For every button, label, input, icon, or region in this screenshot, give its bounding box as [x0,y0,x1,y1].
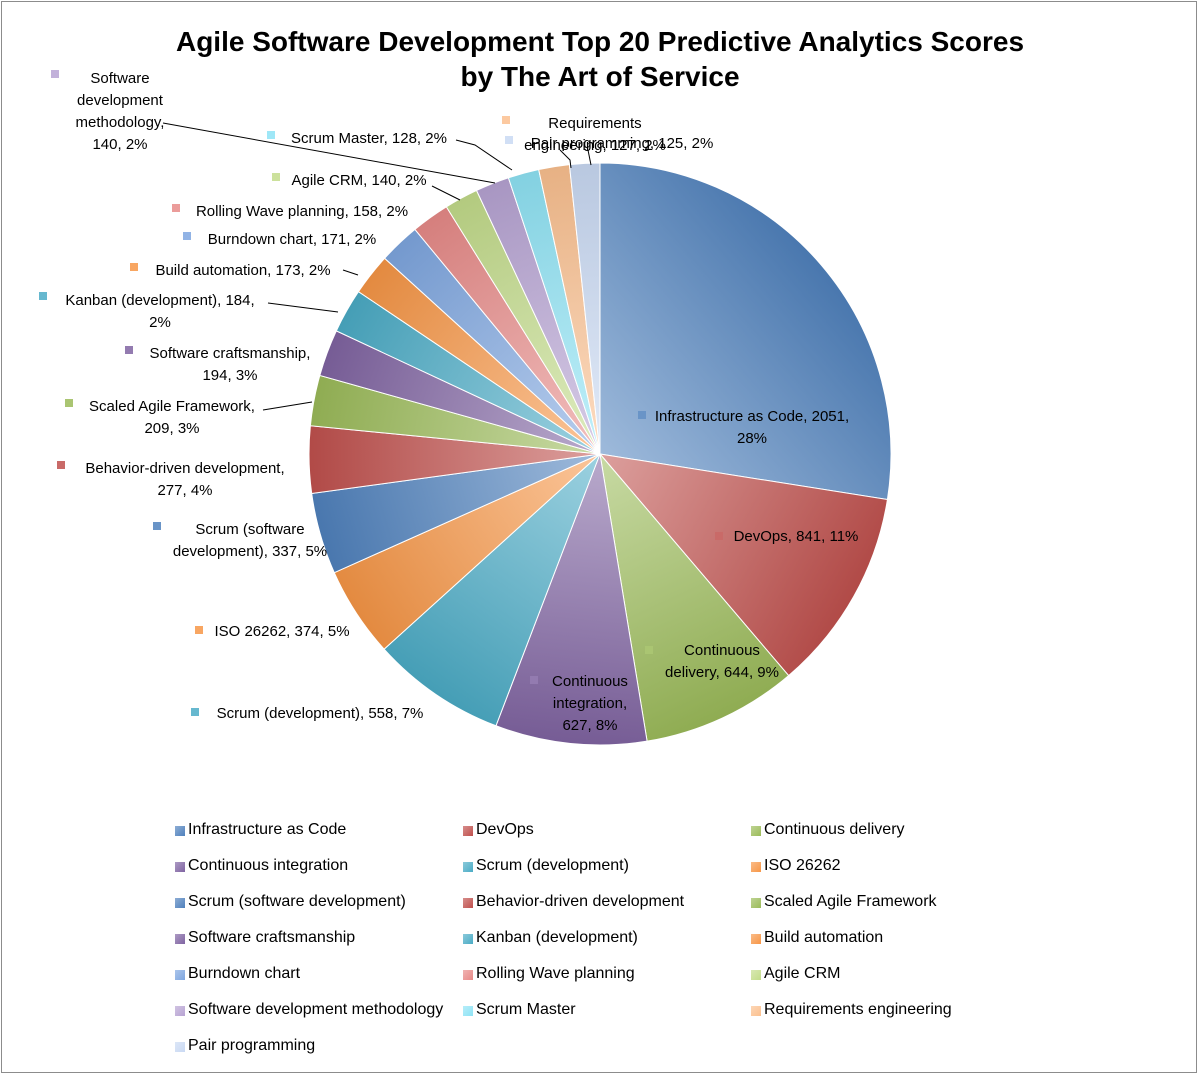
legend-key-agile-crm [751,970,761,980]
data-label-key-iso-26262 [195,626,203,634]
legend-key-burndown-chart [175,970,185,980]
data-label-key-scrum-master [267,131,275,139]
legend-label-burndown-chart: Burndown chart [188,965,301,982]
data-label-behavior-driven-development: Behavior-driven development, 277, 4% [85,460,284,499]
data-label-key-agile-crm [272,173,280,181]
legend-key-continuous-integration [175,862,185,872]
data-label-key-burndown-chart [183,232,191,240]
data-label-key-software-craftsmanship [125,346,133,354]
pie-slice-continuous-integration [495,452,648,746]
data-label-software-craftsmanship: Software craftsmanship, 194, 3% [150,345,311,384]
pie-slice-scrum-development [383,453,601,727]
data-label-scrum-master: Scrum Master, 128, 2% [291,130,447,147]
data-label-continuous-delivery: Continuous delivery, 644, 9% [665,642,779,681]
legend-label-software-development-methodology: Software development methodology [188,1001,444,1018]
data-label-key-scaled-agile-framework [65,399,73,407]
leader-line-scrum-master [455,139,513,171]
chart-title: Agile Software Development Top 20 Predic… [175,26,1025,57]
data-label-scrum-software-development: Scrum (software development), 337, 5% [173,521,327,560]
data-label-key-build-automation [130,263,138,271]
legend-key-build-automation [751,934,761,944]
legend-key-scrum-master [463,1006,473,1016]
legend-key-software-craftsmanship [175,934,185,944]
data-label-key-pair-programming [505,136,513,144]
legend-key-requirements-engineering [751,1006,761,1016]
data-label-key-behavior-driven-development [57,461,65,469]
data-label-key-scrum-development [191,708,199,716]
data-label-software-development-methodology: Software development methodology, 140, 2% [76,70,165,153]
data-label-pair-programming: Pair programming, 125, 2% [531,135,714,152]
data-label-infrastructure-as-code: Infrastructure as Code, 2051, 28% [655,408,849,447]
legend-label-scrum-software-development: Scrum (software development) [188,893,406,910]
data-label-agile-crm: Agile CRM, 140, 2% [291,172,426,189]
pie-slice-continuous-delivery [599,452,790,742]
legend-label-infrastructure-as-code: Infrastructure as Code [188,821,347,838]
leader-line-software-development-methodology [162,122,496,184]
data-label-key-kanban-development [39,292,47,300]
legend-label-scaled-agile-framework: Scaled Agile Framework [764,893,937,910]
legend-label-kanban-development: Kanban (development) [476,929,638,946]
legend-key-kanban-development [463,934,473,944]
chart-subtitle: by The Art of Service [460,61,740,92]
pie-chart: Infrastructure as Code, 2051, 28% DevOps, … [39,70,892,746]
data-label-key-software-development-methodology [51,70,59,78]
legend-label-iso-26262: ISO 26262 [764,857,841,874]
legend-key-software-development-methodology [175,1006,185,1016]
legend-label-scrum-master: Scrum Master [476,1001,576,1018]
data-label-key-continuous-integration [530,676,538,684]
leader-line-scaled-agile-framework [262,401,313,411]
legend-label-rolling-wave-planning: Rolling Wave planning [476,965,635,982]
legend-key-behavior-driven-development [463,898,473,908]
legend-label-requirements-engineering: Requirements engineering [764,1001,952,1018]
data-label-scaled-agile-framework: Scaled Agile Framework, 209, 3% [89,398,255,437]
pie-slice-pair-programming [568,162,601,455]
legend-key-infrastructure-as-code [175,826,185,836]
leader-line-agile-crm [431,185,461,201]
data-label-key-devops [715,532,723,540]
data-label-rolling-wave-planning: Rolling Wave planning, 158, 2% [196,203,408,220]
legend-label-continuous-delivery: Continuous delivery [764,821,905,838]
data-label-build-automation: Build automation, 173, 2% [155,262,330,279]
pie-slice-devops [598,453,888,677]
legend-label-agile-crm: Agile CRM [764,965,841,982]
data-label-continuous-integration: Continuous integration, 627, 8% [552,673,628,734]
data-label-requirements-engineering: Requirements engineering, 127, 2% [524,115,666,154]
legend-key-scaled-agile-framework [751,898,761,908]
legend-key-iso-26262 [751,862,761,872]
data-label-devops: DevOps, 841, 11% [734,528,859,545]
data-label-key-scrum-software-development [153,522,161,530]
legend-key-rolling-wave-planning [463,970,473,980]
data-label-key-infrastructure-as-code [638,411,646,419]
leader-line-build-automation [342,269,359,276]
legend-key-scrum-development [463,862,473,872]
legend-key-devops [463,826,473,836]
data-label-scrum-development: Scrum (development), 558, 7% [217,705,424,722]
legend-label-behavior-driven-development: Behavior-driven development [476,893,685,910]
legend-label-continuous-integration: Continuous integration [188,857,349,874]
legend-label-pair-programming: Pair programming [188,1037,316,1054]
legend-key-pair-programming [175,1042,185,1052]
data-label-kanban-development: Kanban (development), 184, 2% [65,292,254,331]
leader-line-requirements-engineering [559,149,572,169]
data-label-key-rolling-wave-planning [172,204,180,212]
data-label-burndown-chart: Burndown chart, 171, 2% [208,231,376,248]
data-label-iso-26262: ISO 26262, 374, 5% [214,623,349,640]
legend-key-scrum-software-development [175,898,185,908]
data-label-key-requirements-engineering [502,116,510,124]
legend-key-continuous-delivery [751,826,761,836]
leader-line-pair-programming [587,149,592,166]
legend-label-software-craftsmanship: Software craftsmanship [188,929,356,946]
legend-label-devops: DevOps [476,821,534,838]
legend-label-scrum-development: Scrum (development) [476,857,629,874]
pie-slice-infrastructure-as-code [599,162,892,501]
data-label-key-continuous-delivery [645,646,653,654]
leader-line-kanban-development [267,302,339,313]
legend-label-build-automation: Build automation [764,929,884,946]
